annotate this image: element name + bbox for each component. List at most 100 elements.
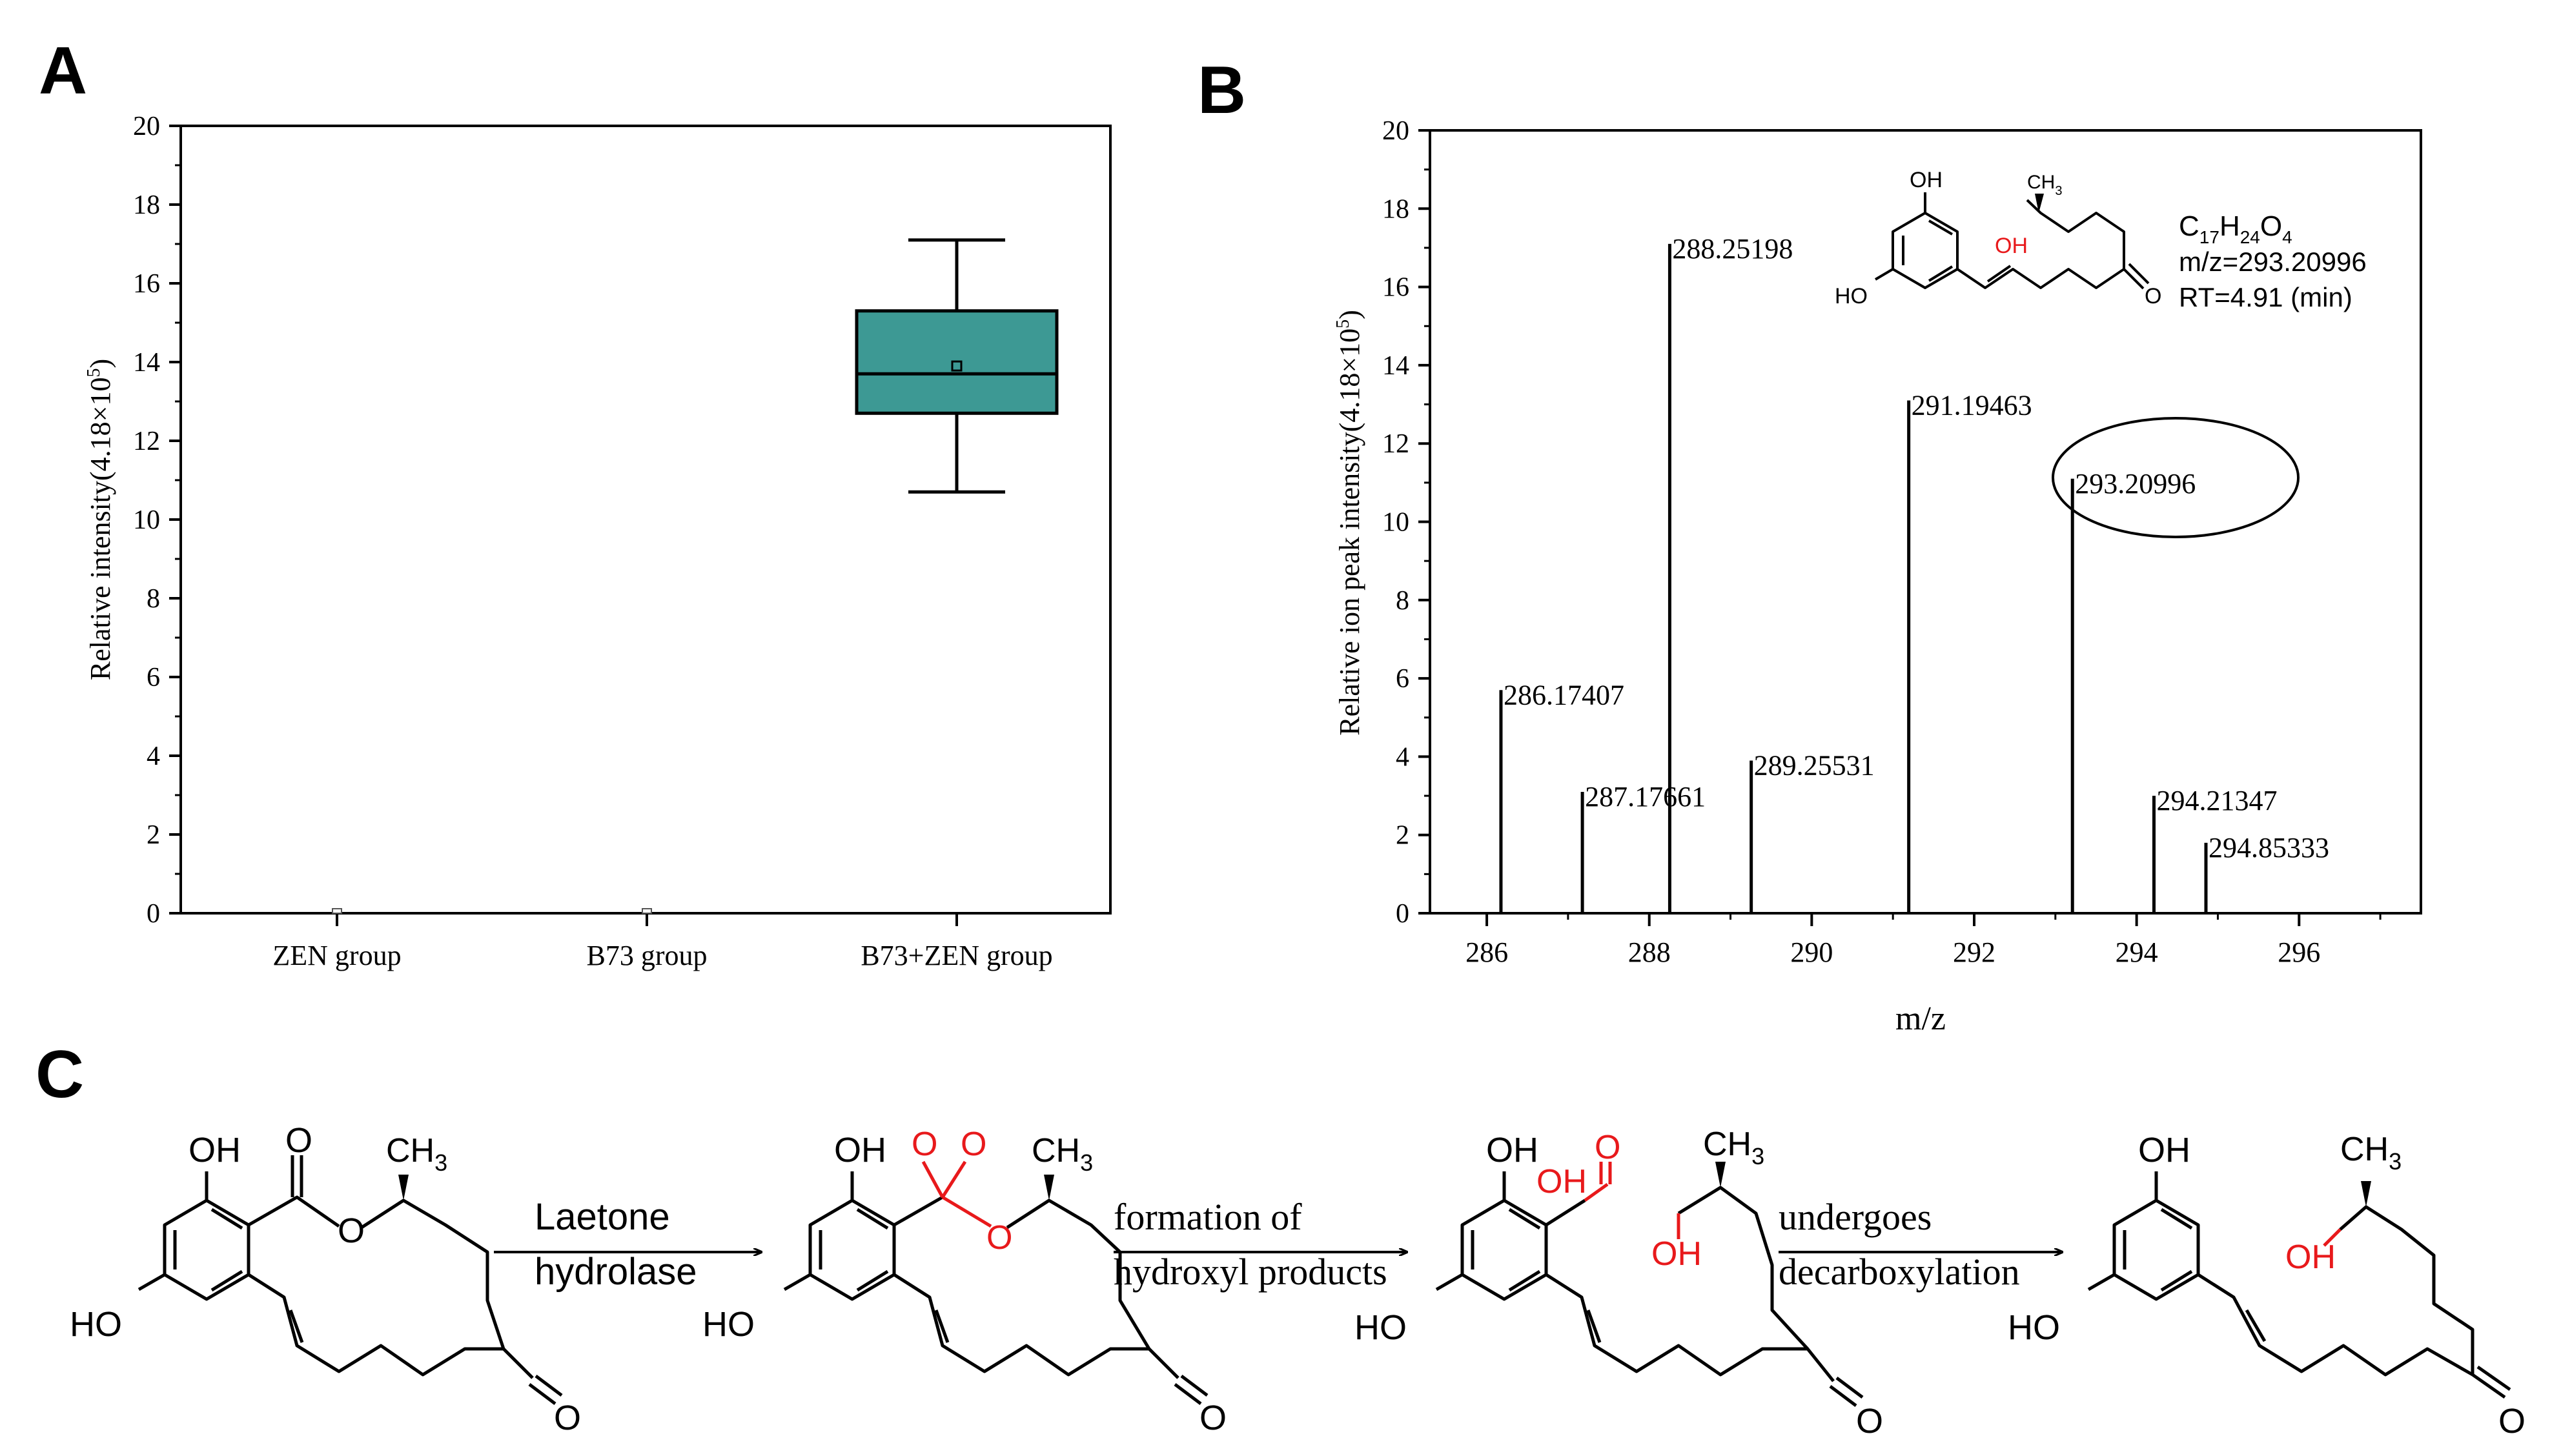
molecule-3-ch3: CH3 [1703,1126,1764,1169]
molecule-3-red-oh: OH [1651,1235,1702,1273]
panel-a: A 0 2 4 6 8 10 12 14 16 18 20 ZEN group B73 group B7… [39,34,1112,971]
compound-info: C17H24O4 m/z=293.20996 RT=4.91 (min) [2179,210,2367,312]
panel-a-x-axis: ZEN group B73 group B73+ZEN group [272,913,1053,971]
arrow-3-top-label: undergoes [1779,1196,1932,1238]
a-y-tick-label: 12 [133,427,160,456]
a-y-tick-label: 14 [133,348,160,378]
box-mean-marker [951,360,963,372]
molecule-3-ho: HO [1354,1308,1407,1347]
structure-b [1874,192,2150,290]
a-y-tick-label: 4 [147,742,160,771]
structure-b-oh-top: OH [1910,168,1943,192]
molecule-2-red-o-1: O [912,1126,937,1163]
box-collapsed-marker [332,908,342,914]
panel-a-letter: A [39,34,87,108]
highlight-ellipse [2052,417,2300,538]
peak-label: 293.20996 [2075,468,2196,500]
molecule-2-ketone-o: O [1199,1399,1227,1437]
panel-b-x-axis: 286 288 290 292 294 296 [1465,913,2382,968]
molecule-1-ch3: CH3 [386,1132,447,1176]
panel-b: B 0 2 4 6 8 10 12 14 16 18 20 286 288 290 292 294 296 2… [1198,53,2422,1037]
a-y-tick-label: 2 [147,820,160,850]
molecule-4-red-oh: OH [2285,1239,2336,1276]
a-x-tick-label: B73+ZEN group [861,940,1052,971]
molecule-4-ch3: CH3 [2340,1131,2402,1175]
b-y-tick-label: 14 [1382,351,1409,381]
structure-b-ch3: CH3 [2027,172,2062,198]
arrow-1-top-label: Laetone [535,1196,670,1238]
molecule-2-ho: HO [702,1305,755,1344]
molecule-zearalenone: OH HO O O CH3 O [70,1121,581,1437]
a-y-tick-label: 18 [133,190,160,220]
retention-time: RT=4.91 (min) [2179,282,2352,312]
molecule-final-product: OH HO OH CH3 O [2008,1131,2525,1441]
reaction-arrow-1: Laetone hydrolase [494,1196,762,1293]
a-x-tick-label: B73 group [587,940,708,971]
panel-b-x-axis-label: m/z [1895,1000,1946,1037]
a-x-tick-label: ZEN group [272,940,401,971]
molecule-3-ketone-o: O [1856,1402,1883,1441]
structure-b-oh-red: OH [1995,234,2028,258]
molecule-3-acid-o: O [1595,1129,1620,1166]
peak-label: 289.25531 [1754,749,1875,781]
molecular-formula: C17H24O4 [2179,210,2292,247]
arrow-1-bottom-label: hydrolase [535,1251,697,1293]
structure-b-ho: HO [1835,284,1868,308]
a-y-tick-label: 10 [133,505,160,535]
peak-label: 294.85333 [2209,832,2329,864]
panel-a-plot-frame [179,125,1112,915]
a-y-tick-label: 20 [133,112,160,141]
peak-label: 287.17661 [1585,781,1706,813]
peak-label: 294.21347 [2156,785,2277,816]
structure-b-ketone-o: O [2145,284,2161,308]
panel-b-y-axis-label: Relative ion peak intensity(4.18×105) [1333,310,1365,736]
molecule-2-ch3: CH3 [1032,1132,1093,1176]
b-y-tick-label: 10 [1382,508,1409,538]
molecule-3-oh: OH [1486,1131,1538,1169]
b-y-tick-label: 20 [1382,116,1409,146]
arrow-2-bottom-label: hydroxyl products [1114,1251,1387,1293]
panel-a-y-axis: 0 2 4 6 8 10 12 14 16 18 20 [133,112,181,929]
peak-label: 291.19463 [1912,389,2032,421]
molecule-1-ring-o: O [338,1211,365,1250]
peak-label: 288.25198 [1672,233,1793,265]
b-y-tick-label: 16 [1382,273,1409,303]
molecule-4-ketone-o: O [2498,1402,2525,1441]
reaction-arrow-2: formation of hydroxyl products [1114,1196,1407,1293]
b-y-tick-label: 18 [1382,194,1409,224]
molecule-intermediate-1: O O O OH HO CH3 O [702,1126,1227,1437]
b-y-tick-label: 12 [1382,429,1409,459]
panel-b-peaks: 286.17407 287.17661 288.25198 289.25531 291.… [1499,233,2329,913]
molecule-1-ketone-o: O [554,1399,581,1437]
molecule-4-oh: OH [2138,1131,2190,1169]
molecule-3-acid-oh: OH [1536,1163,1587,1200]
b-y-tick-label: 4 [1396,742,1409,772]
b-x-tick-label: 296 [2278,936,2320,968]
molecule-hydroxyl-product: OH HO OH O OH CH3 O [1354,1126,1883,1441]
b-y-tick-label: 0 [1396,899,1409,929]
b-x-tick-label: 294 [2116,936,2158,968]
molecule-4-ho: HO [2008,1308,2060,1347]
molecule-2-oh: OH [834,1131,886,1169]
a-y-tick-label: 16 [133,269,160,299]
b-x-tick-label: 292 [1953,936,1995,968]
molecule-1-carbonyl-o: O [285,1121,312,1160]
b-y-tick-label: 8 [1396,586,1409,616]
a-y-tick-label: 0 [147,899,160,929]
reaction-arrow-3: undergoes decarboxylation [1779,1196,2063,1293]
panel-c: C Laetone hydrolase formation of hydroxy… [36,1037,2525,1441]
arrow-2-top-label: formation of [1114,1196,1302,1238]
b-y-tick-label: 6 [1396,664,1409,694]
mz-readout: m/z=293.20996 [2179,247,2367,277]
panel-b-y-axis: 0 2 4 6 8 10 12 14 16 18 20 [1382,116,1430,929]
panel-a-y-axis-label: Relative intensity(4.18×105) [84,359,116,680]
b-y-tick-label: 2 [1396,821,1409,851]
molecule-2-red-o-2: O [961,1126,986,1163]
panel-c-letter: C [36,1037,84,1112]
molecule-2-red-o-3: O [986,1219,1012,1257]
molecule-1-ho: HO [70,1305,122,1344]
b-x-tick-label: 286 [1465,936,1508,968]
b-x-tick-label: 290 [1790,936,1833,968]
a-y-tick-label: 8 [147,584,160,614]
